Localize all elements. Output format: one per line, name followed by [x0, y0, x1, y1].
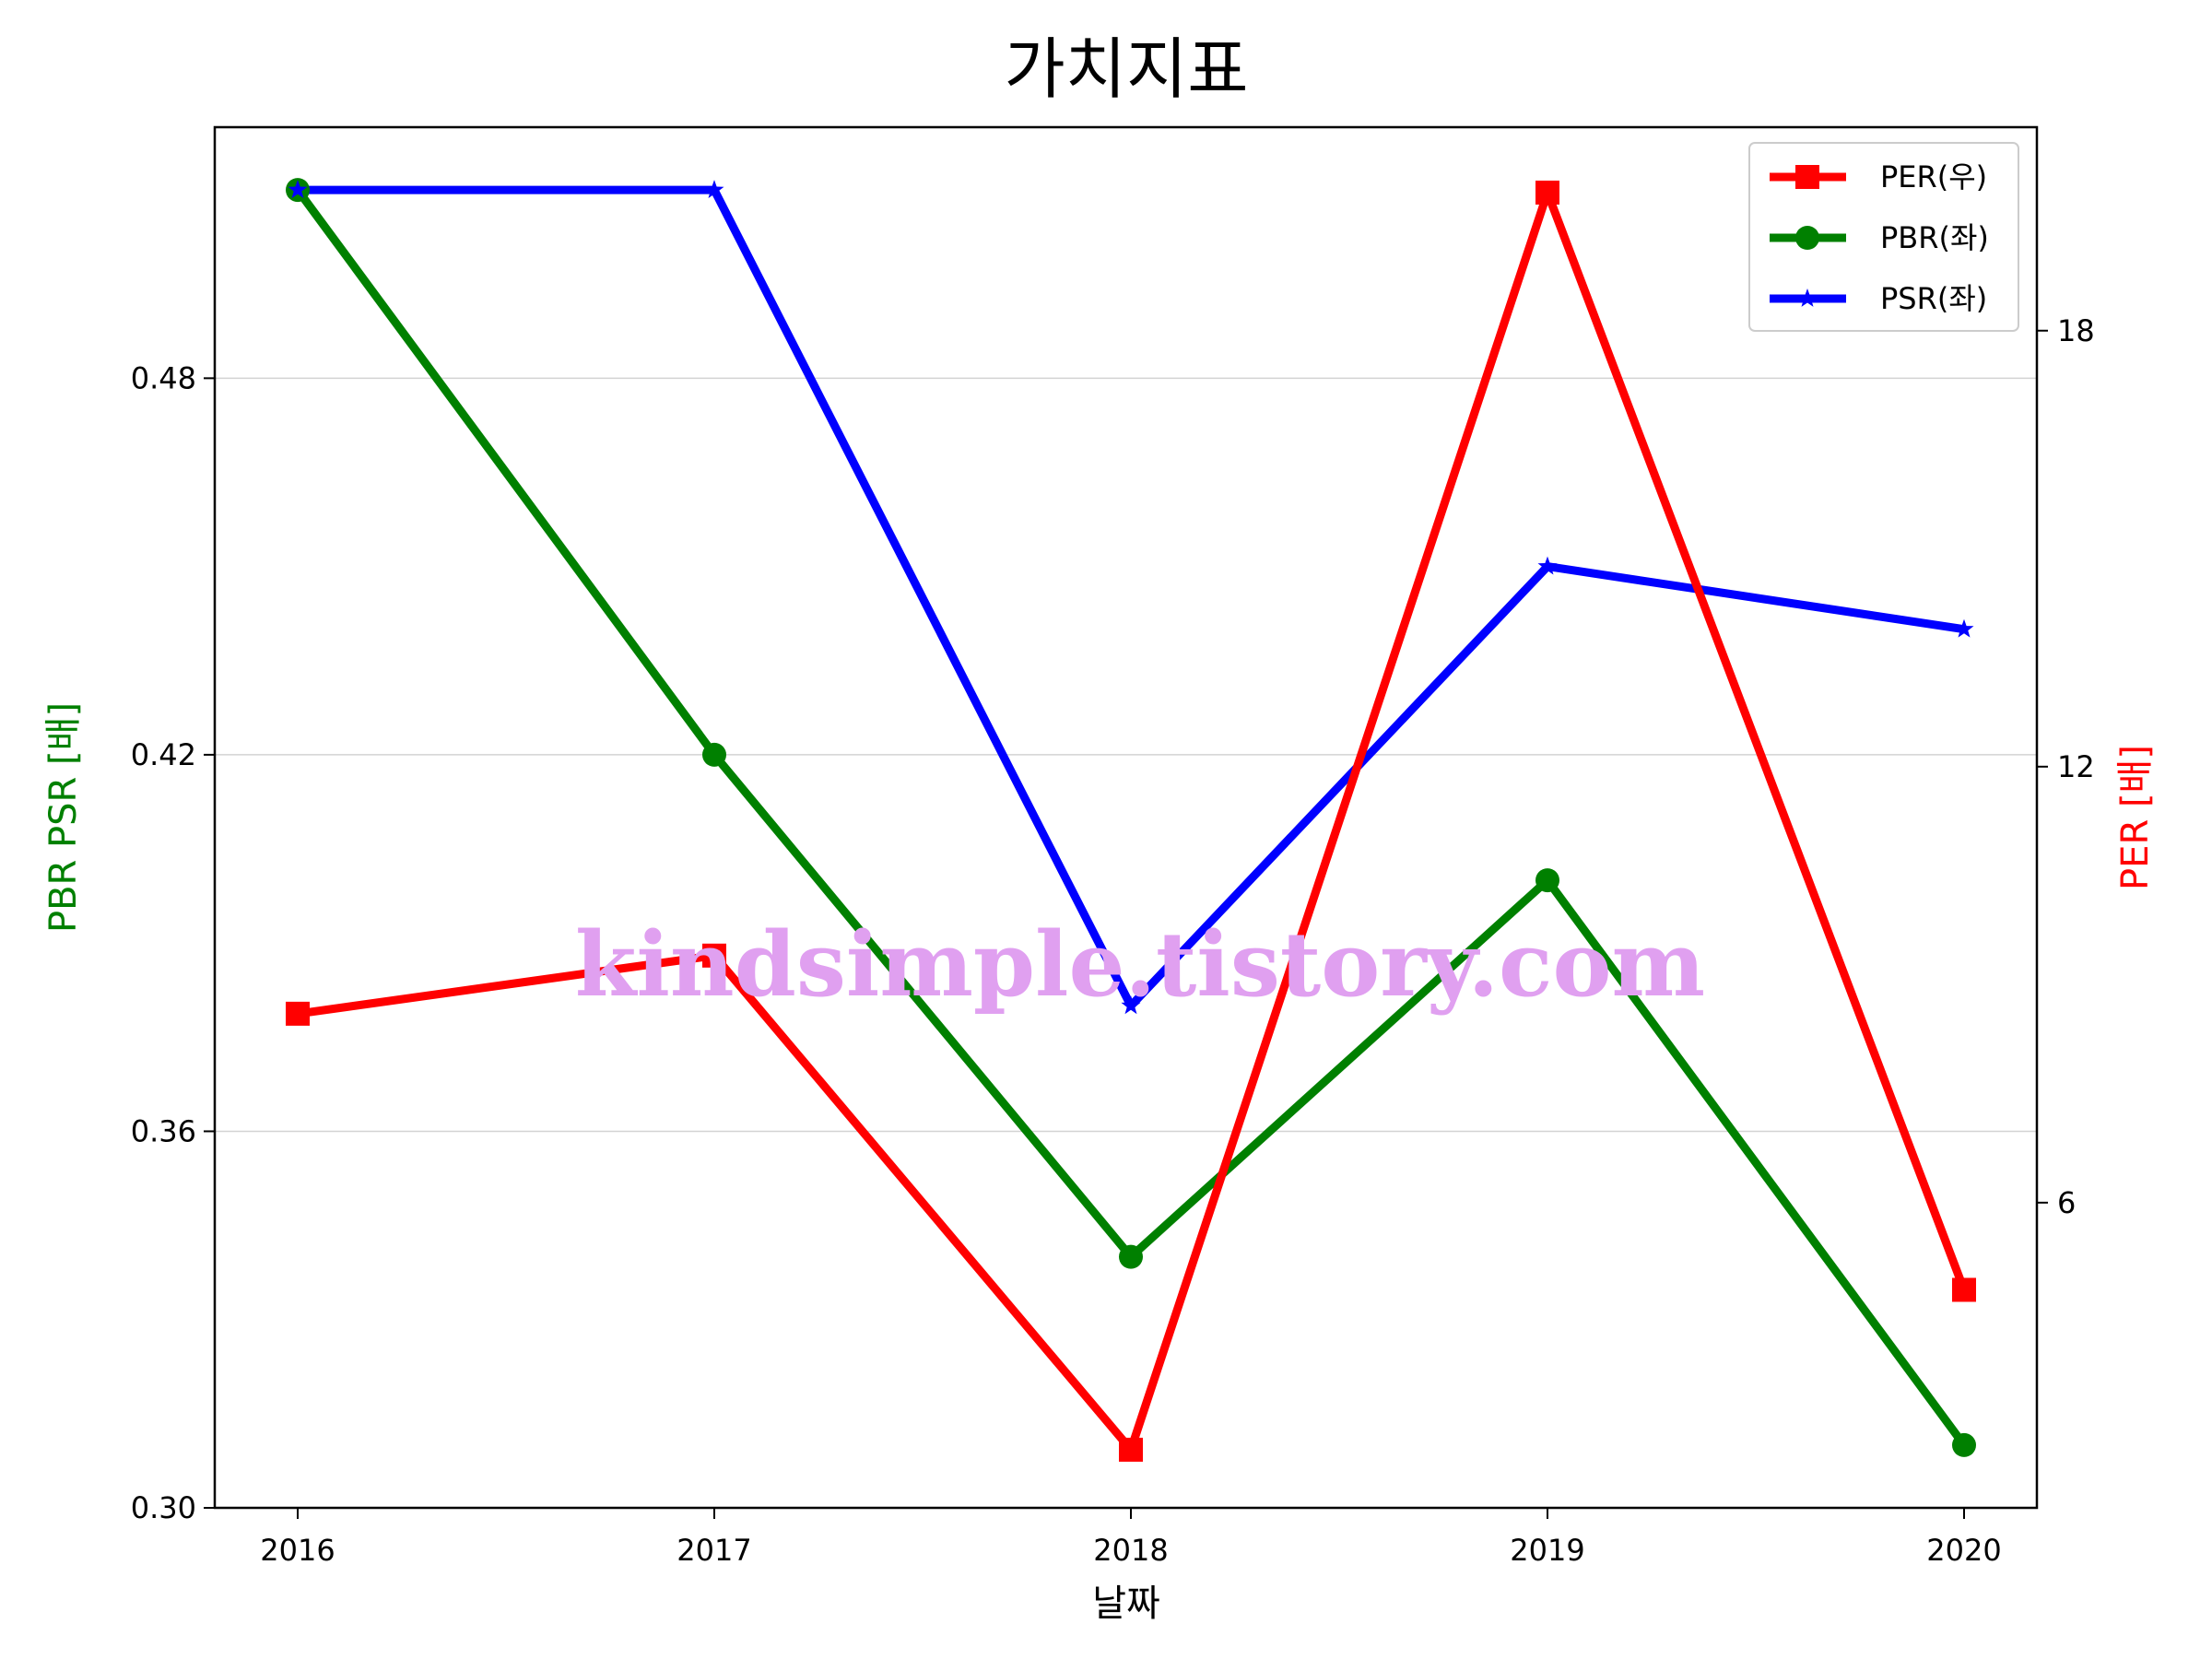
left-y-axis: 0.30 0.36 0.42 0.48	[131, 360, 215, 1525]
series-1-point-2	[1119, 1244, 1143, 1269]
legend-marker-0	[1795, 165, 1819, 189]
series-2-point-2	[1121, 995, 1141, 1015]
right-tick-label-1: 12	[2057, 749, 2095, 784]
left-y-axis-label: PBR PSR [배]	[42, 702, 85, 933]
x-tick-label-1: 2017	[677, 1533, 751, 1568]
chart-title: 가치지표	[1005, 30, 1249, 108]
series-0-point-1	[702, 943, 726, 968]
series-2-point-0	[288, 180, 308, 198]
legend-box	[1748, 142, 2019, 332]
series-1-point-4	[1952, 1432, 1976, 1457]
series-1-point-3	[1535, 868, 1559, 893]
legend: PER(우) PBR(좌) PSR(좌)	[1748, 142, 2019, 332]
legend-marker-1	[1795, 226, 1819, 250]
legend-label-1: PBR(좌)	[1880, 220, 1989, 255]
right-y-axis: 6 12 18	[2037, 313, 2095, 1220]
left-tick-label-0: 0.30	[131, 1490, 196, 1525]
right-tick-label-0: 6	[2057, 1185, 2076, 1220]
left-tick-label-2: 0.42	[131, 737, 196, 772]
series-2-point-1	[704, 180, 724, 198]
legend-label-2: PSR(좌)	[1880, 281, 1987, 316]
left-tick-label-1: 0.36	[131, 1113, 196, 1148]
series-0-point-4	[1952, 1277, 1976, 1302]
right-y-axis-label: PER [배]	[2114, 745, 2157, 890]
series-1-point-1	[702, 742, 726, 767]
series-2-point-3	[1537, 556, 1558, 575]
x-tick-label-0: 2016	[260, 1533, 335, 1568]
series-2-point-4	[1954, 618, 1974, 638]
series-0-point-3	[1535, 180, 1559, 205]
series-0-point-2	[1119, 1437, 1143, 1462]
x-axis: 2016 2017 2018 2019 2020	[260, 1508, 2002, 1568]
legend-label-0: PER(우)	[1880, 159, 1987, 194]
series-markers	[286, 178, 1976, 1462]
x-tick-label-3: 2019	[1510, 1533, 1584, 1568]
plot-frame	[213, 125, 2039, 1510]
left-tick-label-3: 0.48	[131, 360, 196, 395]
x-axis-label: 날짜	[1092, 1583, 1160, 1625]
x-tick-label-2: 2018	[1093, 1533, 1168, 1568]
right-tick-label-2: 18	[2057, 313, 2095, 348]
series-0-point-0	[286, 1001, 310, 1026]
watermark: kindsimple.tistory.com	[575, 912, 1705, 1017]
x-tick-label-4: 2020	[1926, 1533, 2001, 1568]
legend-marker-2	[1797, 288, 1818, 307]
